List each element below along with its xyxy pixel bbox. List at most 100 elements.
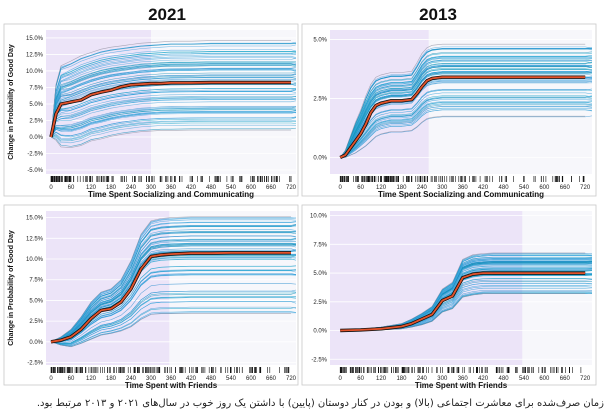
ice-line <box>50 311 297 347</box>
x-tick-label: 60 <box>357 376 364 382</box>
y-tick-label: 12.5% <box>26 52 44 58</box>
panel-top-right: 0.0% 2.5% 5.0% 0 60 120 180 240 300 360 420 480 540 6… <box>301 23 597 199</box>
x-tick-label: 720 <box>286 376 297 382</box>
ice-line <box>340 65 593 158</box>
ice-line <box>50 110 297 138</box>
envelope-line <box>340 252 586 331</box>
ice-line <box>50 121 297 140</box>
x-tick-label: 540 <box>226 376 237 382</box>
ice-line <box>50 120 297 139</box>
x-tick-label: 420 <box>478 376 489 382</box>
x-tick-label: 120 <box>376 185 387 191</box>
y-axis-label: Change in Probability of Good Day <box>8 230 15 346</box>
x-tick-label: 540 <box>226 185 237 191</box>
ice-line <box>50 51 297 138</box>
ice-line <box>340 103 593 158</box>
ice-line <box>50 248 297 343</box>
ice-line <box>50 96 297 138</box>
ice-line <box>340 101 593 158</box>
x-tick-label: 480 <box>499 185 510 191</box>
ice-line <box>50 95 297 138</box>
x-tick-label: 720 <box>580 185 591 191</box>
ice-line <box>50 106 297 138</box>
y-tick-label: 0.0% <box>29 340 43 346</box>
ice-line <box>50 301 297 346</box>
ice-line <box>50 307 297 346</box>
x-tick-label: 0 <box>339 185 343 191</box>
ice-line <box>50 53 297 138</box>
ice-line <box>340 104 593 158</box>
ice-line <box>340 62 593 158</box>
x-tick-label: 420 <box>186 376 197 382</box>
x-tick-label: 300 <box>146 376 157 382</box>
ice-line <box>339 56 593 158</box>
ice-line <box>50 124 297 144</box>
mean-line <box>50 251 291 343</box>
x-tick-label: 180 <box>396 185 407 191</box>
x-tick-label: 600 <box>539 185 550 191</box>
x-tick-label: 0 <box>49 376 53 382</box>
ice-line <box>50 91 297 138</box>
ice-line <box>50 57 297 138</box>
ice-line <box>339 59 593 158</box>
ice-line <box>339 51 593 158</box>
x-tick-label: 600 <box>246 185 257 191</box>
y-tick-label: 0.0% <box>29 135 43 141</box>
y-tick-label: 5.0% <box>29 298 43 304</box>
x-tick-label: 540 <box>519 376 530 382</box>
envelope-line <box>50 313 291 348</box>
y-axis-label: Change in Probability of Good Day <box>8 44 15 160</box>
ice-line <box>50 306 297 347</box>
ice-line <box>50 110 297 138</box>
ice-line <box>50 74 297 138</box>
y-tick-label: 2.5% <box>29 319 43 325</box>
column-title-2013: 2013 <box>419 5 457 24</box>
ice-line <box>50 292 297 344</box>
y-tick-label: -2.5% <box>311 357 327 363</box>
rug-marks <box>339 176 585 182</box>
x-tick-label: 300 <box>146 185 157 191</box>
ice-line <box>50 57 297 138</box>
envelope-line <box>50 40 291 138</box>
ice-line <box>50 72 297 138</box>
mean-line <box>340 272 586 332</box>
ice-line <box>340 67 593 158</box>
ice-line <box>50 243 297 343</box>
x-tick-label: 480 <box>206 376 217 382</box>
ice-line <box>50 231 297 343</box>
ice-line <box>50 51 297 138</box>
y-tick-label: 7.5% <box>29 85 43 91</box>
y-tick-label: 5.0% <box>29 102 43 108</box>
x-tick-label: 60 <box>68 185 75 191</box>
x-tick-label: 180 <box>106 376 117 382</box>
y-tick-label: 5.0% <box>313 37 327 43</box>
ice-line <box>50 88 297 138</box>
y-tick-label: 2.5% <box>313 96 327 102</box>
ice-line <box>50 93 297 138</box>
ice-line <box>50 109 296 138</box>
x-axis-label: Time Spent with Friends <box>415 381 508 390</box>
x-tick-label: 120 <box>86 185 97 191</box>
x-axis-label: Time Spent Socializing and Communicating <box>378 190 544 199</box>
y-tick-label: 10.0% <box>310 214 328 220</box>
ice-line <box>50 65 297 138</box>
y-tick-label: 15.0% <box>26 36 44 42</box>
ice-line <box>50 235 297 343</box>
ice-line <box>340 64 593 158</box>
y-tick-label: 2.5% <box>29 118 43 124</box>
ice-line <box>340 259 593 331</box>
x-tick-label: 660 <box>266 376 277 382</box>
ice-line <box>50 43 297 138</box>
y-tick-label: 12.5% <box>26 236 44 242</box>
ice-line <box>50 41 297 138</box>
ice-line <box>340 73 593 158</box>
x-tick-label: 240 <box>417 376 428 382</box>
x-axis-label: Time Spent Socializing and Communicating <box>88 190 254 199</box>
envelope-line <box>50 129 291 148</box>
x-tick-label: 300 <box>437 185 448 191</box>
ice-line <box>50 221 297 343</box>
panel-bottom-right: -2.5% 0.0% 2.5% 5.0% 7.5% 10.0% 0 60 120 180 240 30… <box>301 204 597 390</box>
ice-line <box>50 63 297 138</box>
x-tick-label: 420 <box>186 185 197 191</box>
